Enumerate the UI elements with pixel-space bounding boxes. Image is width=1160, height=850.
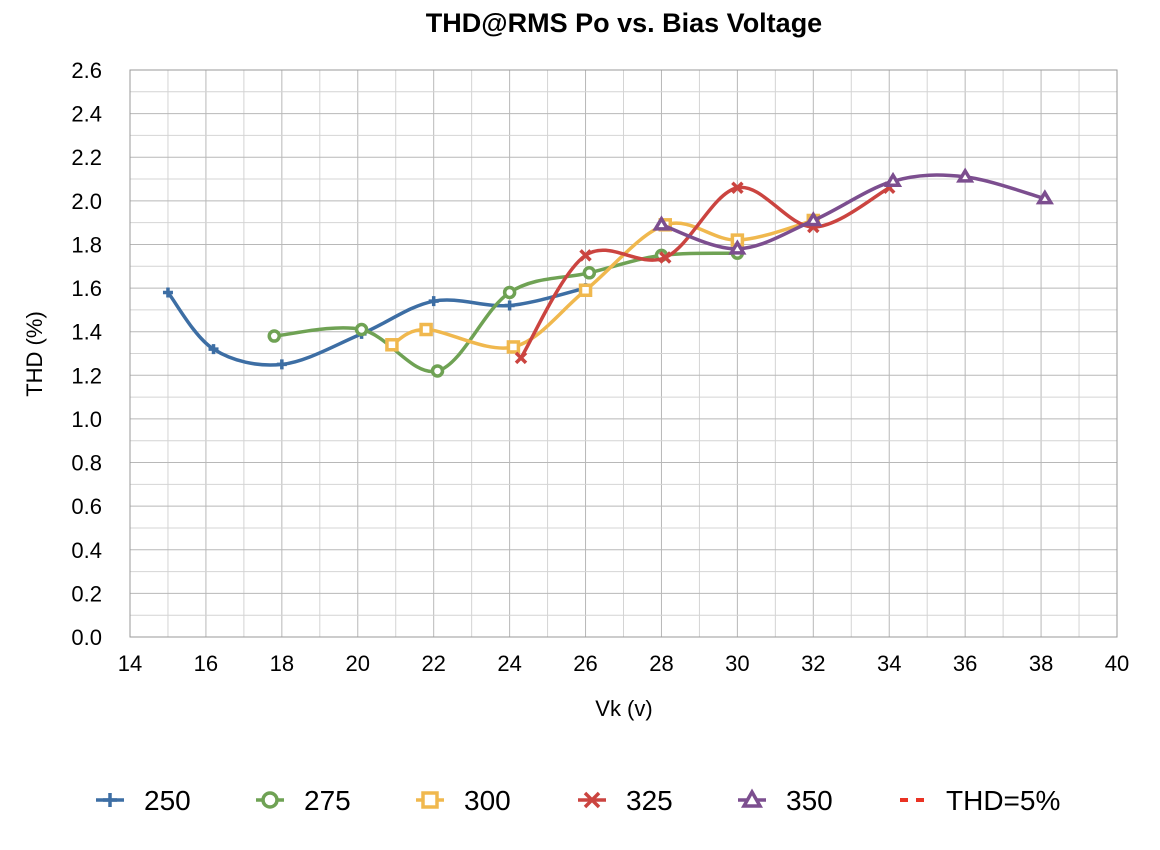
data-point [430, 364, 445, 378]
legend-item: 300 [416, 785, 511, 816]
series-group [162, 167, 1054, 378]
data-point [659, 251, 672, 264]
x-tick-label: 16 [194, 651, 218, 676]
x-tick-label: 30 [725, 651, 749, 676]
data-point [419, 322, 433, 337]
data-point [731, 181, 744, 194]
x-tick-label: 28 [649, 651, 673, 676]
data-point [883, 171, 903, 187]
data-point [354, 322, 369, 337]
legend-label: 250 [144, 785, 191, 816]
data-point [728, 239, 747, 255]
legend: 250 275 300 325 350 THD=5% [96, 785, 1060, 816]
x-tick-label: 34 [877, 651, 901, 676]
data-point [162, 287, 173, 298]
legend-label: THD=5% [946, 785, 1060, 816]
legend-swatch [740, 788, 764, 808]
x-tick-label: 18 [270, 651, 294, 676]
x-tick-label: 22 [421, 651, 445, 676]
legend-swatch [583, 791, 601, 809]
series-250 [162, 283, 591, 370]
x-tick-label: 14 [118, 651, 142, 676]
data-point [514, 351, 528, 365]
series-line [660, 173, 1046, 251]
plot-frame [129, 69, 1118, 638]
data-point [578, 283, 593, 298]
y-tick-label: 1.8 [71, 232, 102, 257]
y-tick-label: 0.6 [71, 494, 102, 519]
series-275 [267, 246, 745, 378]
y-tick-label: 0.2 [71, 581, 102, 606]
y-tick-label: 1.4 [71, 320, 102, 345]
legend-label: 325 [626, 785, 673, 816]
data-point [579, 249, 592, 262]
y-tick-label: 1.6 [71, 276, 102, 301]
legend-label: 350 [786, 785, 833, 816]
legend-item: 350 [738, 785, 833, 816]
y-tick-label: 2.4 [71, 102, 102, 127]
data-point [276, 359, 287, 370]
data-point [428, 296, 439, 307]
legend-label: 300 [464, 785, 511, 816]
y-axis-label: THD (%) [22, 311, 47, 397]
legend-item: 250 [96, 785, 191, 816]
data-point [267, 329, 282, 343]
x-tick-label: 26 [573, 651, 597, 676]
data-point [385, 338, 399, 352]
x-tick-label: 24 [497, 651, 521, 676]
legend-label: 275 [304, 785, 351, 816]
x-tick-label: 32 [801, 651, 825, 676]
y-tick-label: 1.0 [71, 407, 102, 432]
y-tick-label: 0.4 [71, 538, 102, 563]
data-point [504, 300, 515, 311]
x-tick-label: 38 [1029, 651, 1053, 676]
y-tick-label: 0.0 [71, 625, 102, 650]
tick-labels: 14 16 18 20 22 24 26 28 30 32 34 36 38 40 0.0 0.2 0.4 0.6… [71, 58, 1129, 676]
legend-item: 275 [256, 785, 351, 816]
legend-item: THD=5% [900, 785, 1060, 816]
y-tick-label: 2.2 [71, 145, 102, 170]
x-tick-label: 36 [953, 651, 977, 676]
series-line [519, 185, 891, 359]
y-tick-label: 1.2 [71, 363, 102, 388]
x-axis-label: Vk (v) [595, 696, 652, 721]
chart-title: THD@RMS Po vs. Bias Voltage [426, 8, 822, 38]
legend-swatch [261, 791, 279, 809]
x-tick-label: 40 [1105, 651, 1129, 676]
y-tick-label: 2.0 [71, 189, 102, 214]
legend-item: 325 [578, 785, 673, 816]
data-point [582, 266, 597, 280]
grid [129, 69, 1118, 638]
x-tick-label: 20 [346, 651, 370, 676]
legend-swatch [421, 791, 439, 809]
series-line [391, 218, 814, 350]
data-point [1035, 189, 1054, 205]
data-point [208, 344, 219, 355]
data-point [804, 211, 823, 227]
data-point [652, 215, 671, 231]
series-350 [652, 167, 1054, 255]
data-point [956, 167, 975, 183]
legend-swatch [103, 793, 117, 807]
y-tick-label: 0.8 [71, 451, 102, 476]
data-point [506, 340, 521, 354]
data-point [502, 285, 517, 300]
y-tick-label: 2.6 [71, 58, 102, 83]
